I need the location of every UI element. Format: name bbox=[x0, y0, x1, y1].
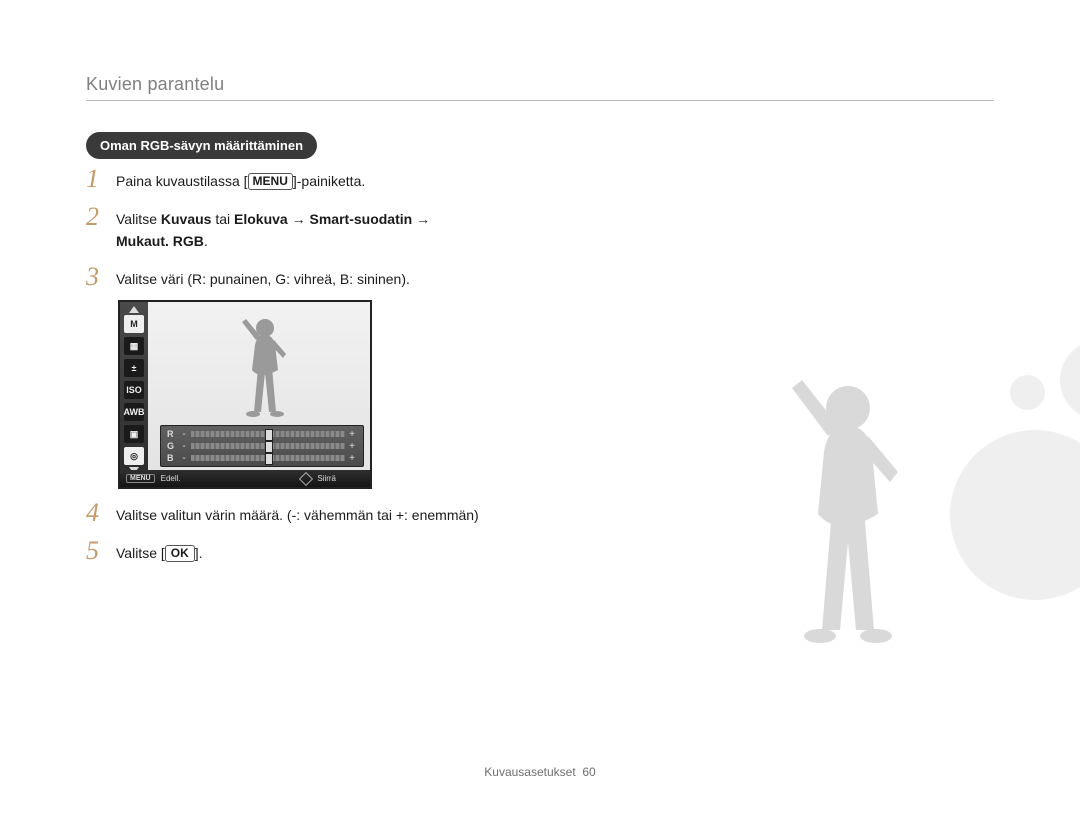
text: Paina kuvaustilassa [ bbox=[116, 173, 248, 189]
menu-button-label: MENU bbox=[248, 173, 293, 190]
step-number: 5 bbox=[86, 538, 116, 564]
rgb-row: G - + bbox=[167, 440, 357, 452]
footer-page: 60 bbox=[582, 765, 595, 779]
slider-track bbox=[191, 443, 345, 449]
text: tai bbox=[211, 211, 234, 227]
bold: Mukaut. RGB bbox=[116, 233, 204, 249]
step-text: Valitse väri (R: punainen, G: vihreä, B:… bbox=[116, 264, 410, 290]
bubble-icon bbox=[1010, 375, 1045, 410]
text: Valitse [ bbox=[116, 545, 165, 561]
step-number: 4 bbox=[86, 500, 116, 526]
step-4: 4 Valitse valitun värin määrä. (-: vähem… bbox=[86, 500, 556, 526]
side-icon: ▣ bbox=[124, 425, 144, 443]
plus-icon: + bbox=[347, 453, 357, 464]
footer-section: Kuvausasetukset bbox=[484, 765, 575, 779]
minus-icon: - bbox=[179, 429, 189, 440]
slider-knob bbox=[265, 429, 273, 441]
side-icon: ISO bbox=[124, 381, 144, 399]
step-text: Valitse Kuvaus tai Elokuva → Smart-suoda… bbox=[116, 204, 430, 252]
side-icon: ◎ bbox=[124, 447, 144, 465]
footer-back: Edell. bbox=[161, 474, 181, 483]
step-1: 1 Paina kuvaustilassa [MENU]-painiketta. bbox=[86, 166, 556, 192]
chevron-up-icon bbox=[129, 306, 139, 313]
slider-track bbox=[191, 455, 345, 461]
bold: Smart-suodatin bbox=[310, 211, 413, 227]
steps-block-2: 4 Valitse valitun värin määrä. (-: vähem… bbox=[86, 500, 556, 576]
text: → bbox=[412, 211, 430, 227]
side-icon: AWB bbox=[124, 403, 144, 421]
rgb-row: B - + bbox=[167, 452, 357, 464]
silhouette-small bbox=[230, 310, 300, 420]
step-3: 3 Valitse väri (R: punainen, G: vihreä, … bbox=[86, 264, 556, 290]
bubble-icon bbox=[1060, 340, 1080, 420]
steps-block: 1 Paina kuvaustilassa [MENU]-painiketta.… bbox=[86, 166, 556, 302]
bold: Elokuva bbox=[234, 211, 288, 227]
row-label: R bbox=[167, 429, 179, 439]
step-5: 5 Valitse [OK]. bbox=[86, 538, 556, 564]
ok-button-label: OK bbox=[165, 545, 195, 562]
minus-icon: - bbox=[179, 453, 189, 464]
silhouette-big bbox=[770, 360, 920, 665]
step-text: Paina kuvaustilassa [MENU]-painiketta. bbox=[116, 166, 365, 192]
step-number: 3 bbox=[86, 264, 116, 290]
plus-icon: + bbox=[347, 441, 357, 452]
dpad-icon bbox=[299, 471, 313, 485]
slider-track bbox=[191, 431, 345, 437]
lcd-sidebar: M ▦ ± ISO AWB ▣ ◎ bbox=[120, 302, 148, 487]
text: ]-painiketta. bbox=[293, 173, 365, 189]
plus-icon: + bbox=[347, 429, 357, 440]
side-icon: M bbox=[124, 315, 144, 333]
text: → bbox=[288, 211, 310, 227]
side-icon: ▦ bbox=[124, 337, 144, 355]
header-rule bbox=[86, 100, 994, 101]
step-text: Valitse valitun värin määrä. (-: vähemmä… bbox=[116, 500, 479, 526]
slider-knob bbox=[265, 453, 273, 465]
bubble-icon bbox=[950, 430, 1080, 600]
text: . bbox=[204, 233, 208, 249]
side-icon: ± bbox=[124, 359, 144, 377]
text: Valitse bbox=[116, 211, 161, 227]
footer-nav: Siirrä bbox=[301, 474, 336, 484]
row-label: G bbox=[167, 441, 179, 451]
step-number: 1 bbox=[86, 166, 116, 192]
lcd-footer: MENU Edell. Siirrä bbox=[120, 470, 370, 487]
minus-icon: - bbox=[179, 441, 189, 452]
step-text: Valitse [OK]. bbox=[116, 538, 203, 564]
text: ]. bbox=[195, 545, 203, 561]
slider-knob bbox=[265, 441, 273, 453]
step-2: 2 Valitse Kuvaus tai Elokuva → Smart-suo… bbox=[86, 204, 556, 252]
footer-move: Siirrä bbox=[317, 474, 336, 483]
camera-lcd: M ▦ ± ISO AWB ▣ ◎ bbox=[118, 300, 372, 489]
page-header: Kuvien parantelu bbox=[86, 74, 224, 95]
rgb-row: R - + bbox=[167, 428, 357, 440]
step-number: 2 bbox=[86, 204, 116, 230]
bold: Kuvaus bbox=[161, 211, 212, 227]
row-label: B bbox=[167, 453, 179, 463]
page-footer: Kuvausasetukset 60 bbox=[0, 765, 1080, 779]
rgb-panel: R - + G - + B - + bbox=[160, 425, 364, 467]
section-pill: Oman RGB-sävyn määrittäminen bbox=[86, 132, 317, 159]
menu-tag: MENU bbox=[126, 474, 155, 483]
